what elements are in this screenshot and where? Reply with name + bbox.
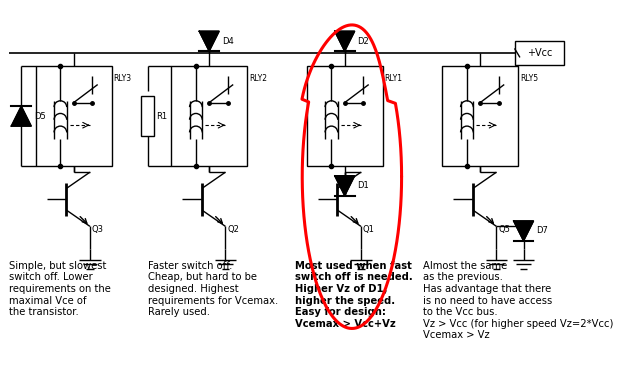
Bar: [442, 67, 518, 166]
Text: Q5: Q5: [498, 224, 510, 234]
Text: D4: D4: [222, 37, 233, 46]
Text: Most used when fast
switch off is needed.
Higher Vz of D1,
higher the speed.
Eas: Most used when fast switch off is needed…: [295, 261, 413, 329]
Polygon shape: [199, 31, 219, 51]
Bar: [36, 67, 111, 166]
Bar: [171, 67, 247, 166]
Text: Almost the same
as the previous.
Has advantage that there
is no need to have acc: Almost the same as the previous. Has adv…: [424, 261, 614, 340]
Bar: [307, 67, 383, 166]
Text: RLY2: RLY2: [249, 74, 267, 83]
Polygon shape: [514, 221, 534, 241]
Text: D1: D1: [357, 181, 369, 190]
Text: D5: D5: [34, 112, 46, 121]
Text: RLY3: RLY3: [113, 74, 132, 83]
Text: RLY1: RLY1: [384, 74, 403, 83]
Text: +Vcc: +Vcc: [527, 48, 553, 58]
Text: Faster switch off.
Cheap, but hard to be
designed. Highest
requirements for Vcem: Faster switch off. Cheap, but hard to be…: [148, 261, 278, 317]
Polygon shape: [335, 31, 355, 51]
Text: Q2: Q2: [227, 224, 239, 234]
Text: R1: R1: [156, 112, 167, 121]
Text: RLY5: RLY5: [520, 74, 538, 83]
Text: Q1: Q1: [363, 224, 375, 234]
Polygon shape: [335, 176, 355, 196]
Text: Q3: Q3: [92, 224, 104, 234]
Bar: [141, 96, 154, 136]
FancyBboxPatch shape: [515, 41, 564, 65]
Text: Simple, but slowest
switch off. Lower
requirements on the
maximal Vce of
the tra: Simple, but slowest switch off. Lower re…: [9, 261, 111, 317]
Text: D2: D2: [357, 37, 369, 46]
Text: D7: D7: [536, 226, 548, 235]
Polygon shape: [11, 106, 31, 126]
